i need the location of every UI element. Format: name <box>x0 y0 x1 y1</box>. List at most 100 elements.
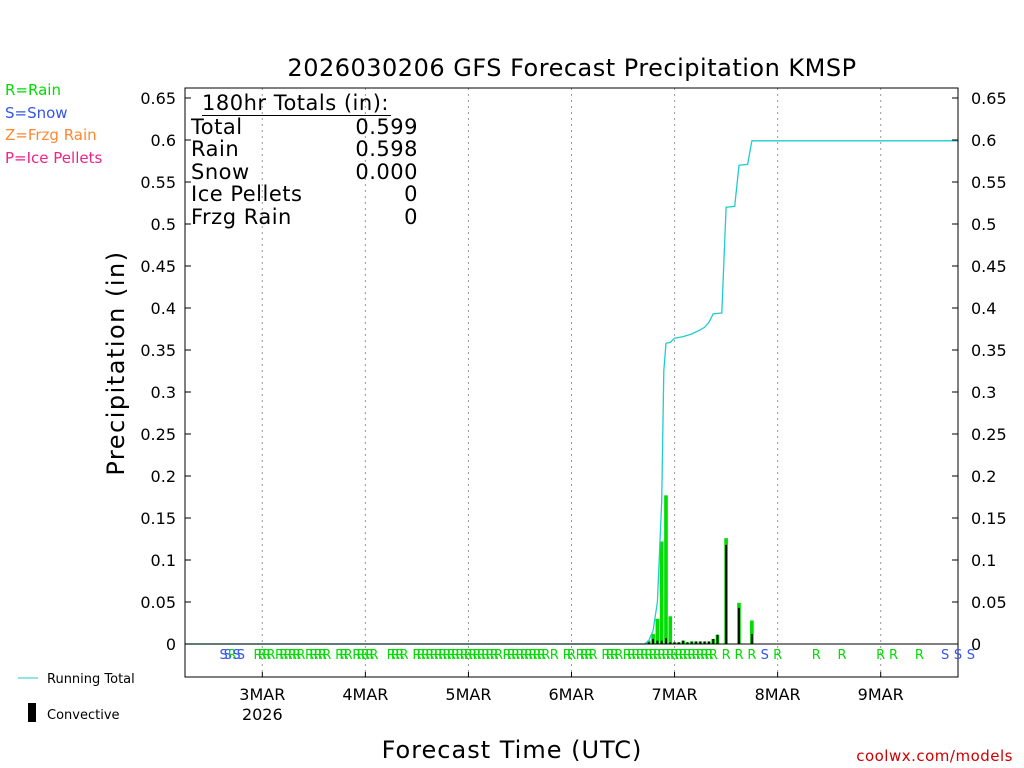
y-tick-label-right: 0.5 <box>971 215 996 234</box>
precip-type-marker: S <box>967 648 975 663</box>
precip-type-marker: S <box>224 648 232 663</box>
precip-type-marker: R <box>434 648 443 663</box>
y-tick-label-left: 0.3 <box>151 383 176 402</box>
precip-type-marker: R <box>773 648 782 663</box>
precip-type-marker: R <box>515 648 524 663</box>
y-axis-label: Precipitation (in) <box>102 250 130 475</box>
precip-type-marker: S <box>954 648 962 663</box>
precip-type-marker: S <box>220 648 228 663</box>
y-tick-label-right: 0.1 <box>971 551 996 570</box>
precip-type-marker: R <box>734 648 743 663</box>
precip-type-marker: R <box>485 648 494 663</box>
totals-label: Snow <box>191 159 250 184</box>
precip-type-marker: R <box>395 648 404 663</box>
y-tick-label-right: 0.25 <box>971 425 1007 444</box>
precip-type-marker: R <box>563 648 572 663</box>
y-tick-label-left: 0.2 <box>151 467 176 486</box>
precip-type-marker: R <box>296 648 305 663</box>
precip-type-marker: R <box>288 648 297 663</box>
convective-bar <box>716 634 719 644</box>
precip-type-marker: R <box>322 648 331 663</box>
convective-bar <box>738 607 740 644</box>
y-tick-label-right: 0.35 <box>971 341 1007 360</box>
precip-type-marker: R <box>318 648 327 663</box>
y-tick-label-right: 0.55 <box>971 173 1007 192</box>
convective-bar <box>703 641 706 644</box>
series-legend: Running Total Convective <box>18 672 135 723</box>
precip-type-marker: R <box>503 648 512 663</box>
precip-type-marker: R <box>305 648 314 663</box>
precip-type-marker: R <box>533 648 542 663</box>
precip-type-marker: R <box>666 648 675 663</box>
precip-type-marker: R <box>614 648 623 663</box>
precip-type-marker: R <box>550 648 559 663</box>
convective-bar <box>708 641 710 644</box>
precip-type-marker: R <box>537 648 546 663</box>
y-tick-label-right: 0.65 <box>971 89 1007 108</box>
y-tick-label-right: 0 <box>971 635 981 654</box>
convective-bar <box>690 641 693 644</box>
y-tick-label-right: 0.05 <box>971 593 1007 612</box>
y-tick-label-left: 0.35 <box>140 341 176 360</box>
precip-type-marker: R <box>528 648 537 663</box>
x-tick-label: 3MAR <box>239 685 285 704</box>
precip-type-marker: R <box>460 648 469 663</box>
precip-type-marker: R <box>576 648 585 663</box>
x-tick-sublabel: 2026 <box>242 705 283 724</box>
precip-type-marker: R <box>679 648 688 663</box>
precip-bar <box>659 541 664 644</box>
precip-type-marker: R <box>468 648 477 663</box>
precip-type-marker: R <box>455 648 464 663</box>
precip-type-marker: R <box>472 648 481 663</box>
precip-type-marker: R <box>876 648 885 663</box>
legend-snow: S=Snow <box>5 103 68 122</box>
precip-type-marker: R <box>253 648 262 663</box>
precip-type-marker: R <box>507 648 516 663</box>
totals-value: 0.000 <box>355 159 418 184</box>
convective-bar <box>750 633 753 644</box>
convective-bar <box>712 638 715 644</box>
totals-row-freezing-rain: Frzg Rain 0 <box>191 206 431 229</box>
precip-type-marker: R <box>511 648 520 663</box>
precip-type-marker: R <box>541 648 550 663</box>
precip-type-marker: R <box>314 648 323 663</box>
precip-type-marker: R <box>438 648 447 663</box>
convective-bar <box>660 640 663 644</box>
convective-bar <box>699 641 702 644</box>
precip-type-marker: R <box>696 648 705 663</box>
precip-bar <box>655 618 660 644</box>
convective-bar <box>669 642 672 644</box>
precip-bar <box>664 495 668 644</box>
precip-type-marker: R <box>623 648 632 663</box>
y-tick-label-left: 0.55 <box>140 173 176 192</box>
precip-type-marker: R <box>747 648 756 663</box>
precip-bars <box>646 495 754 644</box>
x-tick-label: 5MAR <box>445 685 491 704</box>
precip-type-marker: S <box>232 648 240 663</box>
precip-type-marker: R <box>425 648 434 663</box>
convective-bar <box>682 640 685 644</box>
precip-type-marker: R <box>309 648 318 663</box>
y-tick-label-right: 0.2 <box>971 467 996 486</box>
precip-bar <box>750 620 754 644</box>
y-tick-label-left: 0.65 <box>140 89 176 108</box>
precip-type-marker: R <box>687 648 696 663</box>
precip-type-marker: R <box>399 648 408 663</box>
convective-bar <box>686 642 689 644</box>
precip-type-marker: R <box>606 648 615 663</box>
totals-label: Ice Pellets <box>191 182 303 207</box>
precip-type-marker: R <box>292 648 301 663</box>
precip-type-marker: R <box>490 648 499 663</box>
precip-type-marker: R <box>275 648 284 663</box>
y-tick-label-left: 0.6 <box>151 131 176 150</box>
precip-type-marker: R <box>494 648 503 663</box>
x-tick-label: 8MAR <box>755 685 801 704</box>
running-total-line <box>185 140 958 645</box>
precip-bar <box>651 633 655 644</box>
precip-type-marker: R <box>838 648 847 663</box>
precip-type-marker: R <box>657 648 666 663</box>
precip-type-marker: R <box>369 648 378 663</box>
precip-type-marker: R <box>477 648 486 663</box>
precip-type-marker: R <box>812 648 821 663</box>
